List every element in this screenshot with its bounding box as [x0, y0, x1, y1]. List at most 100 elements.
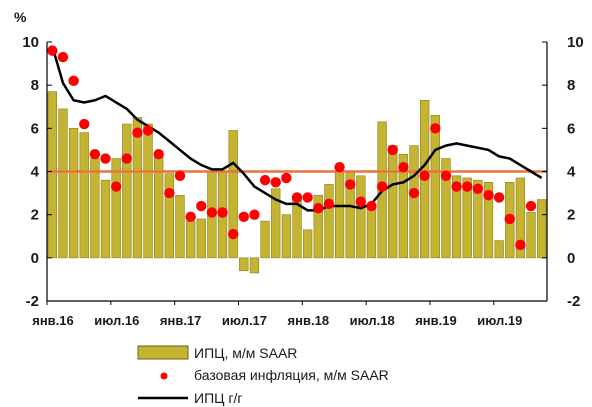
bar	[48, 92, 57, 258]
x-tick-label: июл.18	[350, 313, 395, 328]
y-tick-label: 2	[567, 207, 575, 224]
core-inflation-point	[388, 145, 398, 155]
core-inflation-point	[334, 162, 344, 172]
legend-label-dots: базовая инфляция, м/м SAAR	[194, 367, 389, 383]
bar	[527, 213, 536, 258]
bar	[91, 159, 100, 258]
bar	[122, 124, 131, 258]
core-inflation-point	[345, 179, 355, 189]
core-inflation-point	[260, 175, 270, 185]
core-inflation-point	[494, 192, 504, 202]
core-inflation-point	[79, 119, 89, 129]
bar	[410, 146, 419, 258]
core-inflation-point	[356, 197, 366, 207]
y-tick-label: -2	[567, 293, 580, 310]
x-tick-label: янв.17	[160, 313, 202, 328]
core-inflation-point	[122, 153, 132, 163]
y-tick-label: 4	[31, 164, 40, 181]
core-inflation-point	[324, 199, 334, 209]
x-tick-label: янв.16	[32, 313, 74, 328]
bar	[367, 206, 376, 258]
legend-label-line: ИПЦ г/г	[194, 390, 242, 406]
x-tick-label: июл.19	[477, 313, 522, 328]
bar	[80, 133, 89, 258]
core-inflation-point	[281, 173, 291, 183]
core-inflation-point	[302, 192, 312, 202]
bar	[165, 174, 174, 258]
bar	[59, 109, 68, 258]
x-tick-label: янв.19	[415, 313, 457, 328]
core-inflation-point	[377, 181, 387, 191]
bar	[154, 154, 163, 258]
core-inflation-point	[313, 203, 323, 213]
bar	[250, 258, 259, 273]
core-inflation-point	[185, 212, 195, 222]
bar	[325, 184, 334, 257]
bar	[197, 219, 206, 258]
y-tick-label: 10	[22, 34, 39, 51]
core-inflation-point	[154, 149, 164, 159]
x-tick-label: июл.16	[94, 313, 139, 328]
x-axis: янв.16 июл.16 янв.17 июл.17 янв.18 июл.18 янв.…	[32, 301, 522, 328]
y-tick-label: 0	[567, 250, 575, 267]
core-inflation-point	[292, 192, 302, 202]
bar	[186, 221, 195, 258]
y-tick-label: 4	[567, 164, 576, 181]
bar	[356, 176, 365, 258]
core-inflation-point	[515, 240, 525, 250]
core-inflation-point	[111, 181, 121, 191]
bar	[335, 172, 344, 258]
core-inflation-point	[132, 127, 142, 137]
bar	[133, 118, 142, 258]
core-inflation-point	[462, 181, 472, 191]
core-inflation-point	[100, 153, 110, 163]
core-inflation-point	[68, 76, 78, 86]
bar	[144, 124, 153, 258]
core-inflation-point	[249, 209, 259, 219]
y-tick-label: 8	[567, 77, 575, 94]
bar	[303, 230, 312, 258]
bar	[69, 128, 78, 258]
legend: ИПЦ, м/м SAAR базовая инфляция, м/м SAAR…	[138, 345, 389, 406]
y-axis-right: 10 8 6 4 2 0 -2	[542, 34, 584, 310]
bar	[261, 221, 270, 258]
bar	[282, 215, 291, 258]
y-tick-label: 2	[31, 207, 39, 224]
legend-label-bars: ИПЦ, м/м SAAR	[194, 345, 297, 361]
core-inflation-point	[483, 190, 493, 200]
y-tick-label: 6	[31, 120, 39, 137]
bar	[537, 200, 546, 258]
core-inflation-point	[228, 229, 238, 239]
core-inflation-point	[409, 188, 419, 198]
core-inflation-point	[196, 201, 206, 211]
core-inflation-point	[58, 52, 68, 62]
core-inflation-point	[239, 212, 249, 222]
core-inflation-point	[271, 177, 281, 187]
core-inflation-point	[47, 45, 57, 55]
y-tick-label: 0	[31, 250, 39, 267]
core-inflation-point	[451, 181, 461, 191]
unit-label: %	[14, 9, 27, 25]
core-inflation-point	[164, 188, 174, 198]
bar	[388, 146, 397, 258]
core-inflation-point	[366, 201, 376, 211]
core-inflation-point	[419, 171, 429, 181]
legend-swatch-bars	[138, 346, 188, 359]
core-inflation-point	[207, 207, 217, 217]
bar	[101, 180, 110, 258]
x-tick-label: янв.18	[288, 313, 330, 328]
core-inflation-point	[430, 123, 440, 133]
bar	[176, 195, 185, 258]
core-inflation-point	[473, 184, 483, 194]
core-inflation-point	[175, 171, 185, 181]
legend-swatch-dots	[161, 373, 168, 380]
core-inflation-point	[441, 171, 451, 181]
bar	[495, 241, 504, 258]
core-inflation-point	[398, 162, 408, 172]
y-tick-label: -2	[26, 293, 39, 310]
core-inflation-point	[90, 149, 100, 159]
bar	[239, 258, 248, 271]
core-inflation-point	[505, 214, 515, 224]
y-tick-label: 10	[567, 34, 584, 51]
